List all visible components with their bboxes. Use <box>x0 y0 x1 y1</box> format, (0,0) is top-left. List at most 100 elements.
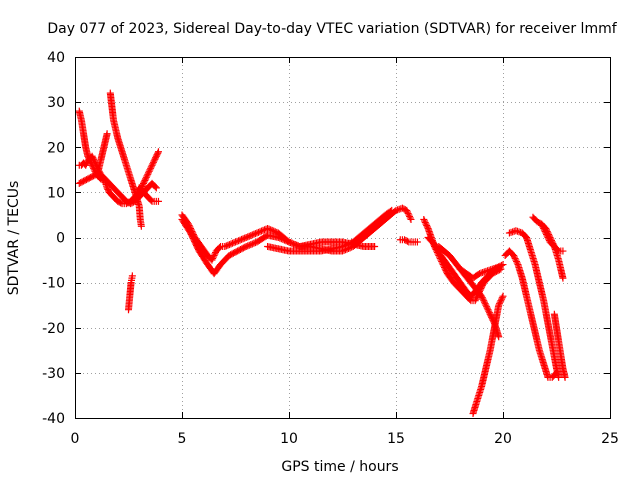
data-point <box>90 157 98 165</box>
data-point <box>282 237 290 245</box>
data-point <box>540 226 548 234</box>
series-arc-d <box>106 89 145 230</box>
data-point <box>148 161 156 169</box>
series-arc-n <box>456 263 503 282</box>
data-point <box>386 207 394 215</box>
data-point <box>152 154 160 162</box>
data-point <box>264 224 272 232</box>
data-point <box>210 252 218 260</box>
data-point <box>483 304 491 312</box>
data-point <box>561 373 569 381</box>
data-point <box>133 188 141 196</box>
data-point <box>498 294 506 302</box>
data-point <box>487 312 495 320</box>
data-point <box>236 236 244 244</box>
data-point <box>250 239 258 247</box>
data-point <box>421 217 429 225</box>
data-point <box>144 169 152 177</box>
data-point <box>250 230 258 238</box>
data-point <box>117 199 125 207</box>
data-point <box>479 295 487 303</box>
data-point <box>495 263 503 271</box>
data-point <box>291 241 299 249</box>
data-point <box>151 183 159 191</box>
data-point <box>413 238 421 246</box>
data-point <box>241 243 249 251</box>
data-point <box>142 173 150 181</box>
data-point <box>267 226 275 234</box>
data-point <box>340 242 348 250</box>
data-point <box>540 224 548 232</box>
y-tick-label: 40 <box>47 50 65 66</box>
data-point <box>555 373 563 381</box>
data-point <box>128 272 136 280</box>
chart-title: Day 077 of 2023, Sidereal Day-to-day VTE… <box>47 21 617 37</box>
data-point <box>544 234 552 241</box>
data-point <box>482 301 490 309</box>
y-tick-labels: -40 -30 -20 -10 0 10 20 30 40 <box>42 50 65 427</box>
y-axis-title: SDTVAR / TECUs <box>6 181 22 296</box>
data-point <box>541 227 549 235</box>
data-point <box>280 236 288 244</box>
data-point <box>137 222 145 230</box>
data-point <box>93 169 101 177</box>
data-point <box>150 157 158 165</box>
data-point <box>478 292 486 300</box>
data-point <box>480 298 488 306</box>
data-point <box>94 167 102 175</box>
data-point <box>421 218 429 226</box>
data-point <box>403 208 411 216</box>
x-axis-title: GPS time / hours <box>281 459 398 475</box>
data-point <box>442 267 450 275</box>
data-point <box>208 256 216 264</box>
series-arc-q <box>505 227 563 381</box>
y-tick-label: 10 <box>47 185 65 201</box>
data-point <box>423 221 431 229</box>
data-point <box>342 241 350 249</box>
data-point <box>496 298 504 306</box>
data-point <box>256 228 264 236</box>
data-point <box>554 246 562 254</box>
series-arc-f <box>125 272 136 314</box>
data-point <box>221 243 229 251</box>
data-point <box>511 255 519 263</box>
y-tick-label: 30 <box>47 95 65 111</box>
data-point <box>495 301 503 309</box>
data-point <box>343 241 351 249</box>
data-point <box>92 170 100 178</box>
y-tick-label: -20 <box>42 321 65 337</box>
data-point <box>145 167 153 175</box>
data-point <box>345 240 353 248</box>
data-point <box>142 175 150 183</box>
x-tick-label: 5 <box>178 431 187 447</box>
data-point <box>538 221 546 229</box>
data-point <box>559 247 567 255</box>
data-point <box>244 233 252 241</box>
data-point <box>538 220 546 228</box>
data-point <box>405 211 413 219</box>
data-point <box>143 172 151 180</box>
data-point <box>407 215 415 223</box>
series-arc-c <box>75 130 111 187</box>
data-point <box>543 230 551 238</box>
data-point <box>146 166 154 174</box>
data-point <box>484 306 492 314</box>
data-point <box>495 300 503 308</box>
data-point <box>485 309 493 317</box>
data-point <box>103 130 111 138</box>
data-point <box>222 242 230 250</box>
series-arc-j <box>396 236 421 246</box>
data-point <box>371 243 379 251</box>
data-point <box>472 295 480 303</box>
data-point <box>248 231 256 239</box>
data-point <box>104 185 112 193</box>
series-arc-h <box>178 204 415 278</box>
series-arc-b <box>75 152 160 208</box>
y-tick-label: -10 <box>42 276 65 292</box>
data-point <box>254 228 262 236</box>
x-tick-label: 0 <box>71 431 80 447</box>
data-point <box>559 274 567 282</box>
data-point <box>423 223 431 231</box>
data-point <box>147 164 155 172</box>
data-point <box>406 212 414 220</box>
